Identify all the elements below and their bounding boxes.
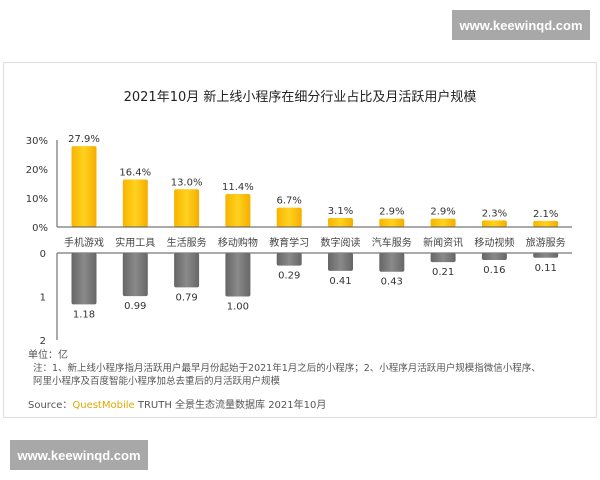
top-data-label: 13.0%: [171, 177, 203, 188]
top-bar: [276, 207, 302, 227]
source-brand: QuestMobile: [72, 400, 135, 411]
top-data-label: 6.7%: [276, 196, 301, 207]
chart-title: 2021年10月 新上线小程序在细分行业占比及月活跃用户规模: [123, 90, 477, 105]
top-bar: [122, 179, 148, 227]
bottom-data-label: 0.79: [175, 292, 197, 303]
top-data-label: 27.9%: [68, 134, 100, 145]
bottom-data-label: 0.99: [124, 301, 146, 312]
bottom-y-tick: 1: [40, 293, 46, 304]
watermark-bottom: www.keewinqd.com: [10, 440, 148, 470]
bottom-bar: [481, 253, 507, 260]
chart-card: [3, 62, 597, 418]
category-label: 数字阅读: [321, 236, 361, 249]
bottom-bar: [430, 253, 456, 263]
category-label: 手机游戏: [64, 236, 104, 249]
top-bar: [533, 220, 559, 227]
bottom-bar: [276, 253, 302, 266]
category-label: 新闻资讯: [423, 236, 463, 249]
top-bar: [430, 218, 456, 227]
bottom-data-label: 0.41: [329, 276, 351, 287]
bottom-bar: [533, 253, 559, 258]
top-bar: [71, 146, 97, 227]
note-line-2: 阿里小程序及百度智能小程序加总去重后的月活跃用户规模: [33, 376, 281, 387]
bottom-bar: [71, 253, 97, 305]
bottom-bar: [225, 253, 251, 297]
bottom-data-label: 0.11: [535, 263, 557, 274]
top-bar: [481, 220, 507, 227]
bottom-y-tick: 0: [40, 249, 46, 260]
top-data-label: 2.1%: [533, 209, 558, 220]
category-label: 汽车服务: [372, 236, 412, 249]
top-bar: [174, 189, 200, 227]
unit-label: 单位：亿: [28, 350, 68, 361]
top-y-tick: 20%: [26, 165, 48, 176]
bottom-bar: [174, 253, 200, 288]
top-bar: [328, 218, 353, 227]
top-y-tick: 0%: [32, 223, 48, 234]
bottom-data-label: 0.29: [278, 271, 300, 282]
top-data-label: 11.4%: [222, 182, 254, 193]
category-label: 移动视频: [474, 236, 514, 249]
category-label: 移动购物: [218, 236, 258, 249]
category-label: 教育学习: [269, 236, 309, 249]
note-line-1: 注：1、新上线小程序指月活跃用户最早月份起始于2021年1月之后的小程序；2、小…: [33, 363, 541, 374]
top-y-tick: 10%: [26, 194, 48, 205]
top-bar: [225, 193, 251, 227]
bottom-bar: [379, 253, 405, 272]
top-data-label: 2.9%: [379, 207, 404, 218]
category-label: 旅游服务: [526, 236, 566, 249]
top-data-label: 16.4%: [119, 167, 151, 178]
source-line: Source：QuestMobile TRUTH 全景生态流量数据库 2021年…: [28, 396, 326, 411]
bottom-bar: [328, 253, 353, 271]
bottom-data-label: 0.43: [381, 277, 403, 288]
bottom-y-tick: 2: [40, 336, 46, 347]
top-data-label: 2.9%: [430, 207, 455, 218]
top-data-label: 3.1%: [328, 206, 353, 217]
top-data-label: 2.3%: [482, 208, 507, 219]
category-label: 生活服务: [167, 236, 207, 249]
source-rest: TRUTH 全景生态流量数据库 2021年10月: [134, 400, 327, 411]
bottom-bar: [122, 253, 148, 297]
top-y-tick: 30%: [26, 136, 48, 147]
bottom-data-label: 0.21: [432, 267, 454, 278]
watermark-top: www.keewinqd.com: [452, 10, 590, 40]
bottom-data-label: 1.18: [73, 309, 95, 320]
bottom-data-label: 0.16: [483, 265, 505, 276]
bottom-data-label: 1.00: [227, 302, 249, 313]
top-bar: [379, 218, 405, 227]
category-label: 实用工具: [115, 236, 155, 249]
source-prefix: Source：: [28, 400, 73, 411]
